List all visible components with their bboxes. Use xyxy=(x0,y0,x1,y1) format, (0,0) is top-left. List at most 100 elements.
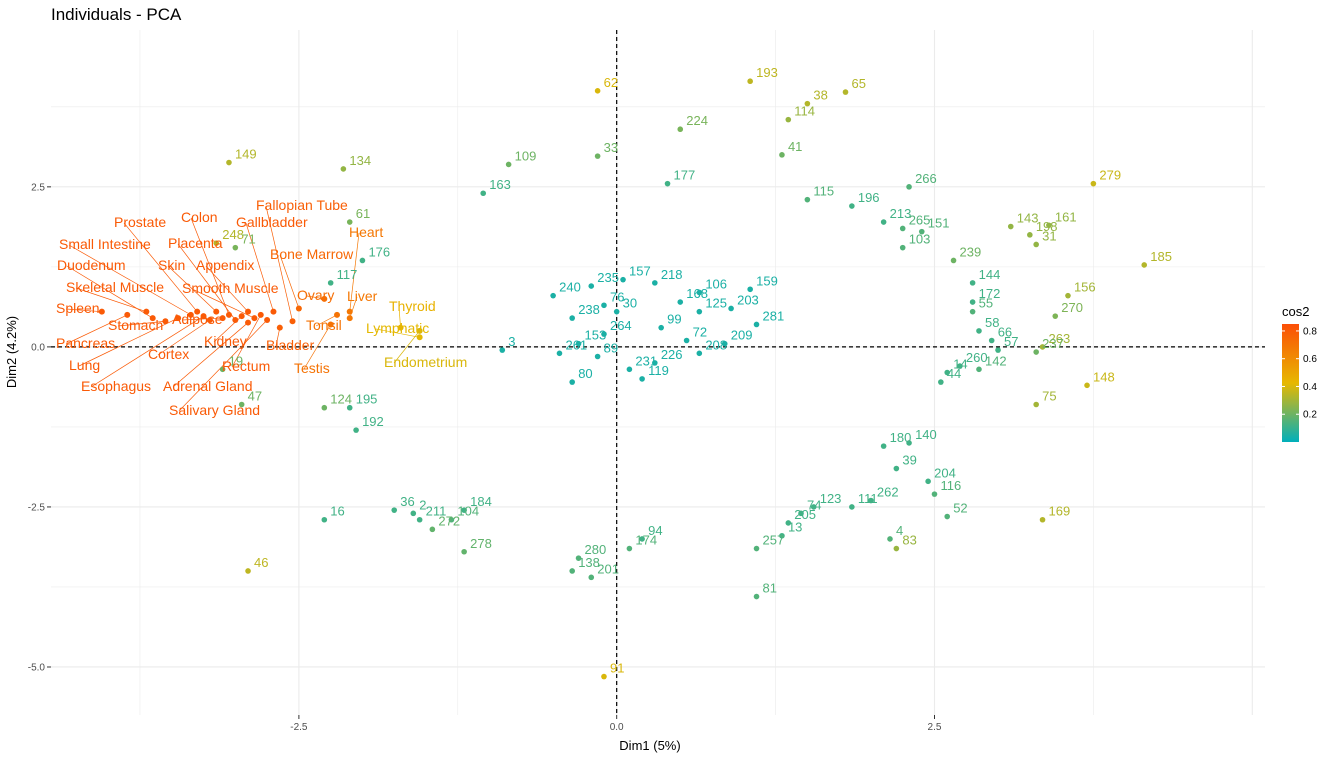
tissue-point xyxy=(98,308,105,315)
point-label: 83 xyxy=(902,533,916,548)
data-point xyxy=(696,350,703,357)
point-label: 195 xyxy=(356,392,378,407)
data-point xyxy=(925,478,931,485)
data-point xyxy=(1033,401,1039,408)
tissue-point xyxy=(245,308,252,315)
data-point xyxy=(779,152,785,158)
point-label: 143 xyxy=(1017,211,1039,226)
data-point xyxy=(969,280,976,286)
legend: cos2 0.2 0.4 0.6 0.8 xyxy=(1282,304,1317,442)
point-label: 203 xyxy=(737,292,759,307)
tissue-leader-line xyxy=(191,288,255,319)
tissue-leader-line xyxy=(349,296,358,319)
point-label: 66 xyxy=(998,324,1012,339)
tissue-point xyxy=(270,308,277,315)
tissue-point xyxy=(346,315,353,322)
data-point xyxy=(899,225,906,232)
point-label: 65 xyxy=(852,76,866,91)
x-tick-label: 0.0 xyxy=(610,722,624,733)
data-point xyxy=(810,504,817,510)
data-point xyxy=(588,283,595,289)
point-label: 209 xyxy=(731,328,753,343)
data-point xyxy=(391,507,398,513)
point-label: 198 xyxy=(1036,219,1058,234)
data-point xyxy=(461,548,467,555)
tissue-point xyxy=(225,311,232,318)
data-point xyxy=(601,302,607,309)
tissue-label: Adrenal Gland xyxy=(163,378,253,394)
tissue-label: Liver xyxy=(347,288,378,304)
point-label: 44 xyxy=(947,366,961,381)
point-label: 41 xyxy=(788,139,802,154)
data-point xyxy=(804,196,811,203)
data-point xyxy=(575,340,582,347)
point-label: 266 xyxy=(915,171,937,186)
data-point xyxy=(594,88,601,94)
tissue-point xyxy=(175,315,182,322)
data-point xyxy=(569,315,575,321)
tissue-point xyxy=(295,305,302,312)
point-label: 62 xyxy=(604,75,618,90)
leader-lines xyxy=(65,205,420,412)
point-label: 261 xyxy=(565,337,587,352)
point-label: 57 xyxy=(1004,334,1018,349)
point-label: 19 xyxy=(229,353,243,368)
tissue-label: Bone Marrow xyxy=(270,246,354,262)
tissue-leader-line xyxy=(75,287,147,313)
tissue-leader-line xyxy=(279,254,300,309)
point-label: 14 xyxy=(953,357,967,372)
tissue-leader-line xyxy=(90,315,204,388)
tissue-point xyxy=(397,324,404,331)
data-point xyxy=(652,360,658,366)
tissue-label: Kidney xyxy=(204,333,247,349)
point-label: 260 xyxy=(966,350,988,365)
point-label: 134 xyxy=(349,153,371,168)
data-point xyxy=(753,545,760,552)
data-point xyxy=(664,180,671,187)
tissue-label: Fallopian Tube xyxy=(256,197,348,213)
y-axis-label: Dim2 (4.2%) xyxy=(4,316,19,388)
tissue-label: Appendix xyxy=(196,257,254,273)
data-point xyxy=(938,379,944,385)
data-point xyxy=(1033,349,1039,355)
legend-title: cos2 xyxy=(1282,304,1309,319)
point-label: 174 xyxy=(635,533,657,548)
tissue-point xyxy=(416,334,423,341)
point-label: 265 xyxy=(909,212,931,227)
point-label: 115 xyxy=(813,184,834,199)
tissue-label: Heart xyxy=(349,224,383,240)
data-point xyxy=(626,545,633,552)
data-point xyxy=(658,324,664,331)
tissue-leader-line xyxy=(172,322,249,388)
point-label: 16 xyxy=(330,504,344,519)
data-point xyxy=(893,465,900,472)
data-point xyxy=(639,376,645,382)
data-point xyxy=(588,574,595,581)
point-label: 193 xyxy=(756,65,778,80)
legend-tick-label: 0.2 xyxy=(1303,410,1317,421)
point-label: 169 xyxy=(1049,504,1071,519)
data-point xyxy=(245,568,251,574)
tissue-label: Lung xyxy=(69,357,100,373)
tissue-leader-line xyxy=(68,244,192,316)
tissue-leader-line xyxy=(205,265,249,312)
point-label: 278 xyxy=(470,536,492,551)
data-point xyxy=(677,299,684,305)
data-point xyxy=(677,126,684,133)
data-point xyxy=(696,308,703,315)
point-label: 211 xyxy=(426,504,447,519)
point-label: 3 xyxy=(508,334,515,349)
point-label: 156 xyxy=(1074,280,1096,295)
tissue-leader-line xyxy=(393,330,420,364)
x-tick-label: 2.5 xyxy=(928,722,942,733)
data-point xyxy=(753,593,760,600)
data-point xyxy=(575,555,582,561)
data-point xyxy=(626,366,633,373)
point-label: 163 xyxy=(489,177,511,192)
data-point xyxy=(1065,292,1071,299)
tissue-label: Skeletal Muscle xyxy=(66,279,164,295)
data-point xyxy=(613,308,620,315)
tissue-label: Spleen xyxy=(56,300,100,316)
